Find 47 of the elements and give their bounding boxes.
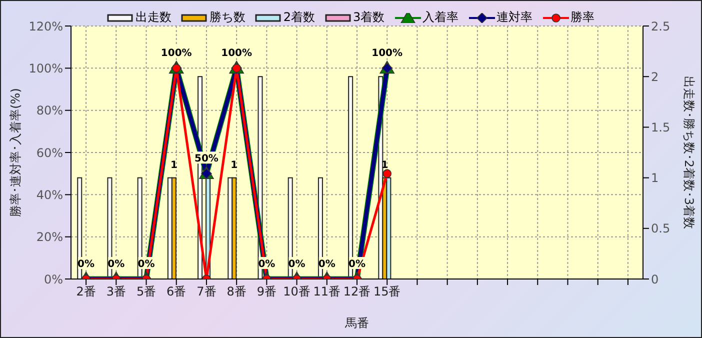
x-tick-label: 9番 xyxy=(256,284,277,299)
y-tick-label: 80% xyxy=(36,104,63,118)
data-label: 0% xyxy=(288,259,306,270)
y-tick-label: 100% xyxy=(28,61,63,76)
y2-tick-label: 2.5 xyxy=(651,19,670,34)
legend-label: 2着数 xyxy=(283,9,315,26)
legend-label: 連対率 xyxy=(496,9,533,26)
y-tick-label: 0% xyxy=(44,272,63,286)
legend-label: 出走数 xyxy=(135,9,172,26)
data-label: 100% xyxy=(160,48,192,60)
legend-label: 勝率 xyxy=(570,9,595,26)
y2-tick-label: 2 xyxy=(651,70,659,84)
data-label: 100% xyxy=(372,48,403,60)
x-tick-label: 5番 xyxy=(136,284,156,299)
y-tick-label: 20% xyxy=(36,230,63,244)
x-tick-label: 8番 xyxy=(226,284,246,299)
x-axis-title: 馬番 xyxy=(344,316,369,330)
data-label: 0% xyxy=(108,259,125,270)
y2-axis-title: 出走数･勝ち数･2着数･3着数 xyxy=(682,76,696,230)
y2-tick-label: 0.5 xyxy=(651,222,670,236)
x-tick-label: 7番 xyxy=(196,284,216,299)
data-label: 0% xyxy=(78,259,95,270)
x-tick-label: 10番 xyxy=(283,284,310,299)
x-tick-label: 6番 xyxy=(166,284,186,299)
y-tick-label: 120% xyxy=(28,19,63,34)
y2-tick-label: 0 xyxy=(651,272,659,286)
data-label: 100% xyxy=(221,48,252,60)
legend-label: 勝ち数 xyxy=(209,9,246,26)
data-label: 1 xyxy=(170,160,178,171)
y-tick-label: 40% xyxy=(36,188,63,202)
y2-tick-label: 1 xyxy=(651,171,659,186)
x-tick-label: 12番 xyxy=(343,284,371,299)
data-label: 1 xyxy=(230,160,238,171)
data-label: 0% xyxy=(138,259,155,270)
y-tick-label: 60% xyxy=(36,146,63,160)
point xyxy=(382,169,392,178)
data-label: 0% xyxy=(348,259,366,270)
x-tick-label: 2番 xyxy=(76,284,96,299)
x-tick-label: 3番 xyxy=(106,284,126,299)
data-label: 0% xyxy=(258,259,276,270)
y2-tick-label: 1.5 xyxy=(651,120,670,134)
x-tick-label: 15番 xyxy=(373,284,401,299)
legend-label: 入着率 xyxy=(422,9,459,26)
legend-label: 3着数 xyxy=(353,9,385,26)
y-axis-title: 勝率･連対率･入着率(%) xyxy=(8,88,22,217)
data-label: 50% xyxy=(194,154,218,165)
x-tick-label: 11番 xyxy=(313,284,341,299)
